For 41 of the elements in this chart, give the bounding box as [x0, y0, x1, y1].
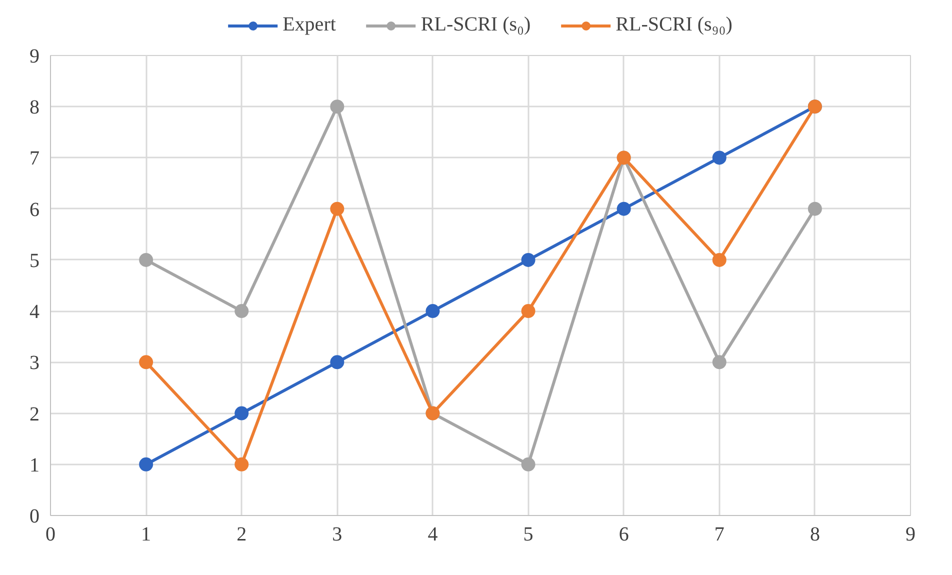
point — [234, 304, 249, 318]
y-tick-label: 8 — [30, 96, 40, 119]
y-tick-label: 2 — [30, 403, 40, 426]
point — [616, 202, 631, 216]
legend-label: RL-SCRI (s₉₀) — [616, 14, 732, 36]
y-tick-label: 5 — [30, 250, 40, 272]
point — [330, 355, 344, 370]
point — [712, 150, 726, 165]
y-tick-label: 9 — [30, 46, 40, 68]
point — [712, 355, 726, 370]
y-tick-label: 3 — [30, 352, 40, 374]
point — [139, 252, 154, 267]
y-tick-label: 4 — [30, 301, 40, 324]
x-tick-label: 3 — [332, 524, 342, 546]
x-tick-label: 6 — [618, 524, 629, 546]
point — [521, 457, 536, 472]
point — [330, 202, 344, 216]
point — [139, 457, 154, 472]
x-tick-label: 4 — [428, 524, 438, 546]
x-tick-label: 0 — [46, 524, 56, 546]
legend-label: RL-SCRI (s₀) — [420, 14, 531, 36]
point — [234, 457, 249, 472]
legend-label: Expert — [282, 14, 336, 36]
point — [808, 202, 822, 216]
point — [521, 252, 536, 267]
x-tick-label: 7 — [714, 524, 724, 546]
y-tick-label: 1 — [30, 454, 40, 476]
x-tick-label: 9 — [906, 524, 916, 546]
x-tick-label: 5 — [523, 524, 534, 546]
y-tick-label: 7 — [30, 148, 40, 170]
x-tick-label: 8 — [810, 524, 820, 546]
y-tick-label: 0 — [30, 506, 40, 528]
x-tick-label: 1 — [141, 524, 152, 546]
point — [521, 304, 536, 318]
point — [426, 304, 440, 318]
x-tick-label: 2 — [236, 524, 247, 546]
point — [330, 100, 344, 114]
point — [139, 355, 154, 370]
point — [712, 252, 726, 267]
y-tick-label: 6 — [30, 198, 40, 221]
point — [234, 406, 249, 420]
